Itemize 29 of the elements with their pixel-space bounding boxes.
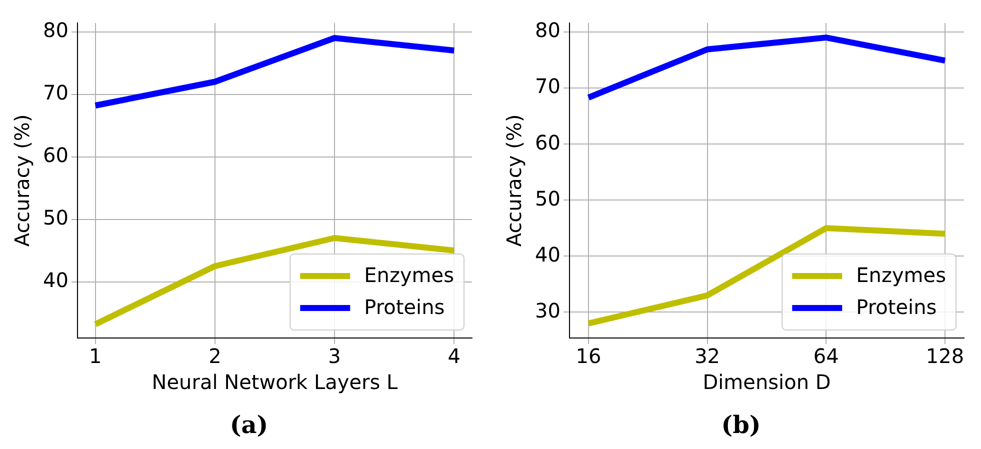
y-tick-label: 40 bbox=[42, 268, 68, 292]
x-axis-title: Neural Network Layers L bbox=[152, 370, 399, 394]
y-tick-label: 80 bbox=[534, 18, 560, 42]
legend-label: Proteins bbox=[856, 295, 937, 320]
y-axis-title: Accuracy (%) bbox=[10, 114, 34, 247]
y-tick-label: 60 bbox=[42, 142, 68, 167]
y-tick-label: 70 bbox=[534, 74, 560, 98]
x-tick-label: 3 bbox=[328, 344, 341, 368]
y-tick-label: 70 bbox=[42, 80, 68, 104]
legend-label: Enzymes bbox=[856, 263, 946, 288]
text: (b) bbox=[720, 410, 762, 439]
x-tick-label: 32 bbox=[694, 344, 720, 368]
x-tick-label: 128 bbox=[926, 344, 964, 368]
x-tick-label: 2 bbox=[208, 344, 222, 368]
x-tick-label: 1 bbox=[89, 344, 102, 368]
text: (a) bbox=[228, 410, 270, 439]
y-tick-label: 50 bbox=[42, 205, 68, 230]
y-axis-title: Accuracy (%) bbox=[502, 114, 526, 247]
y-tick-label: 80 bbox=[42, 18, 68, 42]
legend-label: Proteins bbox=[364, 295, 445, 320]
y-tick-label: 60 bbox=[534, 130, 560, 154]
x-tick-label: 64 bbox=[813, 344, 839, 368]
x-tick-label: 16 bbox=[576, 344, 602, 368]
x-axis-title: Dimension D bbox=[702, 370, 831, 394]
x-tick-label: 4 bbox=[448, 344, 460, 368]
y-tick-label: 40 bbox=[534, 242, 560, 266]
y-tick-label: 50 bbox=[534, 186, 560, 210]
legend-label: Enzymes bbox=[364, 263, 454, 288]
y-tick-label: 30 bbox=[534, 298, 560, 322]
